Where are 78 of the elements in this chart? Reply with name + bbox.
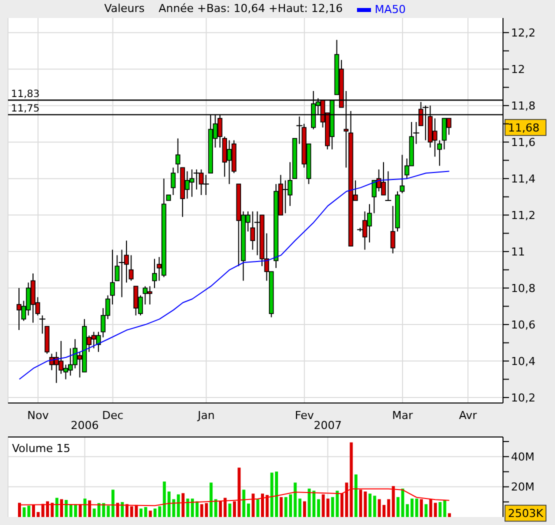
y-tick-label: 11,2	[511, 208, 536, 222]
bar	[55, 498, 58, 517]
bar	[154, 508, 157, 517]
bar	[182, 493, 185, 517]
bar	[359, 490, 362, 517]
y-tick-label: 11,4	[511, 172, 536, 186]
bar	[392, 486, 395, 517]
annotation: 2503K	[508, 507, 544, 520]
bar	[111, 490, 114, 517]
bar	[280, 497, 283, 517]
text: Volume 15	[12, 442, 70, 455]
bar	[148, 510, 152, 517]
bar	[176, 494, 180, 517]
bar	[252, 494, 255, 517]
annotation: 11,68	[508, 121, 540, 134]
bar	[214, 499, 218, 517]
y-tick-label: 11,8	[511, 99, 536, 112]
bar	[438, 502, 442, 517]
bar	[256, 499, 260, 517]
y-tick-label: 10,6	[511, 318, 536, 332]
bar	[60, 499, 64, 517]
bar	[78, 504, 82, 517]
legend-title: Valeurs	[104, 2, 145, 17]
y-tick-label: 10,8	[511, 282, 536, 295]
text: Année +Bas: 10,64 +Haut: 12,16	[158, 2, 343, 17]
bar	[64, 500, 68, 517]
bar	[120, 502, 124, 517]
bar	[204, 503, 208, 517]
bar	[116, 502, 120, 517]
x-tick-label: Nov	[27, 408, 50, 422]
bar	[308, 488, 311, 517]
bar	[83, 498, 86, 517]
candlestick	[400, 154, 405, 194]
x-tick-label: Jan	[196, 408, 215, 422]
bar	[336, 490, 339, 517]
candlestick	[152, 258, 157, 289]
bar	[424, 504, 428, 517]
bar	[443, 500, 446, 517]
y-tick-label: 12	[511, 62, 525, 76]
bar	[448, 513, 451, 517]
ref-line-label: 11,83	[11, 89, 40, 100]
y-tick-label: 11,6	[511, 136, 536, 149]
bar	[18, 502, 21, 517]
line-series	[18, 170, 450, 380]
bar	[354, 474, 358, 517]
bar	[303, 501, 306, 517]
bar	[228, 504, 232, 517]
bar	[298, 498, 302, 517]
legend-label: MA50	[374, 2, 406, 17]
y-tick-label: 11	[511, 245, 525, 258]
candlestick	[147, 286, 152, 305]
bar	[331, 497, 334, 517]
x-tick-label: 2006	[70, 419, 99, 432]
bar	[186, 498, 190, 517]
y-tick-label: 10,4	[511, 354, 536, 368]
x-tick-label: 2007	[314, 419, 342, 432]
bar	[210, 482, 213, 517]
bar	[32, 504, 36, 517]
y-tick-label: 10,2	[511, 391, 536, 404]
x-tick-label: Fev	[294, 408, 314, 422]
x-tick-label: Avr	[458, 408, 478, 422]
bar	[350, 442, 353, 517]
y-tick-label: 12,2	[511, 26, 536, 40]
x-tick-label: Dec	[102, 408, 124, 422]
bar	[22, 507, 26, 517]
bar	[27, 506, 30, 517]
y-tick-label: 20M	[511, 480, 534, 494]
bar	[88, 500, 92, 517]
bar	[364, 491, 367, 517]
bar	[420, 499, 423, 517]
line-series	[18, 488, 450, 506]
x-tick-label: Mar	[392, 408, 414, 422]
bar	[326, 498, 330, 517]
ref-line-label: 11,75	[11, 104, 40, 115]
bar	[434, 502, 437, 517]
bar	[134, 504, 138, 517]
y-tick-label: 40M	[511, 450, 534, 464]
bar	[429, 499, 432, 517]
